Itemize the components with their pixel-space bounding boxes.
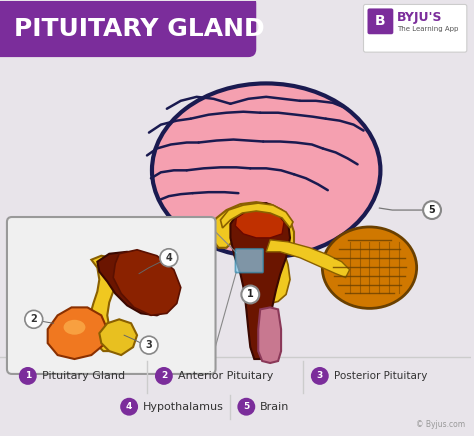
Polygon shape	[97, 252, 177, 315]
Text: © Byjus.com: © Byjus.com	[416, 419, 465, 429]
Polygon shape	[100, 319, 137, 355]
Text: 4: 4	[126, 402, 132, 411]
Text: Posterior Pituitary: Posterior Pituitary	[334, 371, 427, 381]
Text: Pituitary Gland: Pituitary Gland	[42, 371, 125, 381]
Polygon shape	[236, 207, 284, 238]
Text: 3: 3	[146, 340, 152, 350]
Text: Anterior Pituitary: Anterior Pituitary	[178, 371, 273, 381]
Circle shape	[237, 398, 255, 416]
Text: The Learning App: The Learning App	[397, 26, 459, 32]
Circle shape	[120, 398, 138, 416]
Text: 4: 4	[165, 253, 172, 263]
Text: B: B	[375, 14, 386, 28]
Text: 1: 1	[25, 371, 31, 381]
Polygon shape	[90, 256, 119, 351]
Text: 1: 1	[247, 290, 254, 300]
Circle shape	[160, 249, 178, 267]
FancyBboxPatch shape	[7, 217, 216, 374]
Text: 2: 2	[161, 371, 167, 381]
Polygon shape	[266, 240, 350, 278]
Circle shape	[140, 336, 158, 354]
Circle shape	[241, 286, 259, 303]
Text: 3: 3	[317, 371, 323, 381]
Polygon shape	[254, 248, 290, 303]
Circle shape	[155, 367, 173, 385]
Circle shape	[25, 310, 43, 328]
Text: Hypothalamus: Hypothalamus	[143, 402, 224, 412]
FancyBboxPatch shape	[364, 4, 467, 52]
Polygon shape	[210, 202, 294, 252]
Polygon shape	[230, 203, 290, 359]
Ellipse shape	[322, 227, 417, 308]
Ellipse shape	[64, 320, 85, 335]
FancyBboxPatch shape	[236, 249, 263, 272]
Text: Brain: Brain	[260, 402, 290, 412]
Text: 5: 5	[428, 205, 436, 215]
FancyBboxPatch shape	[367, 8, 393, 34]
Text: PITUITARY GLAND: PITUITARY GLAND	[14, 17, 264, 41]
FancyBboxPatch shape	[0, 0, 256, 57]
Ellipse shape	[152, 83, 381, 257]
Polygon shape	[113, 250, 181, 315]
Circle shape	[19, 367, 37, 385]
Circle shape	[423, 201, 441, 219]
Text: 2: 2	[30, 314, 37, 324]
Text: 5: 5	[243, 402, 249, 411]
Circle shape	[311, 367, 329, 385]
Polygon shape	[220, 203, 293, 228]
Polygon shape	[258, 307, 281, 363]
Text: BYJU'S: BYJU'S	[397, 11, 443, 24]
Polygon shape	[48, 307, 107, 359]
